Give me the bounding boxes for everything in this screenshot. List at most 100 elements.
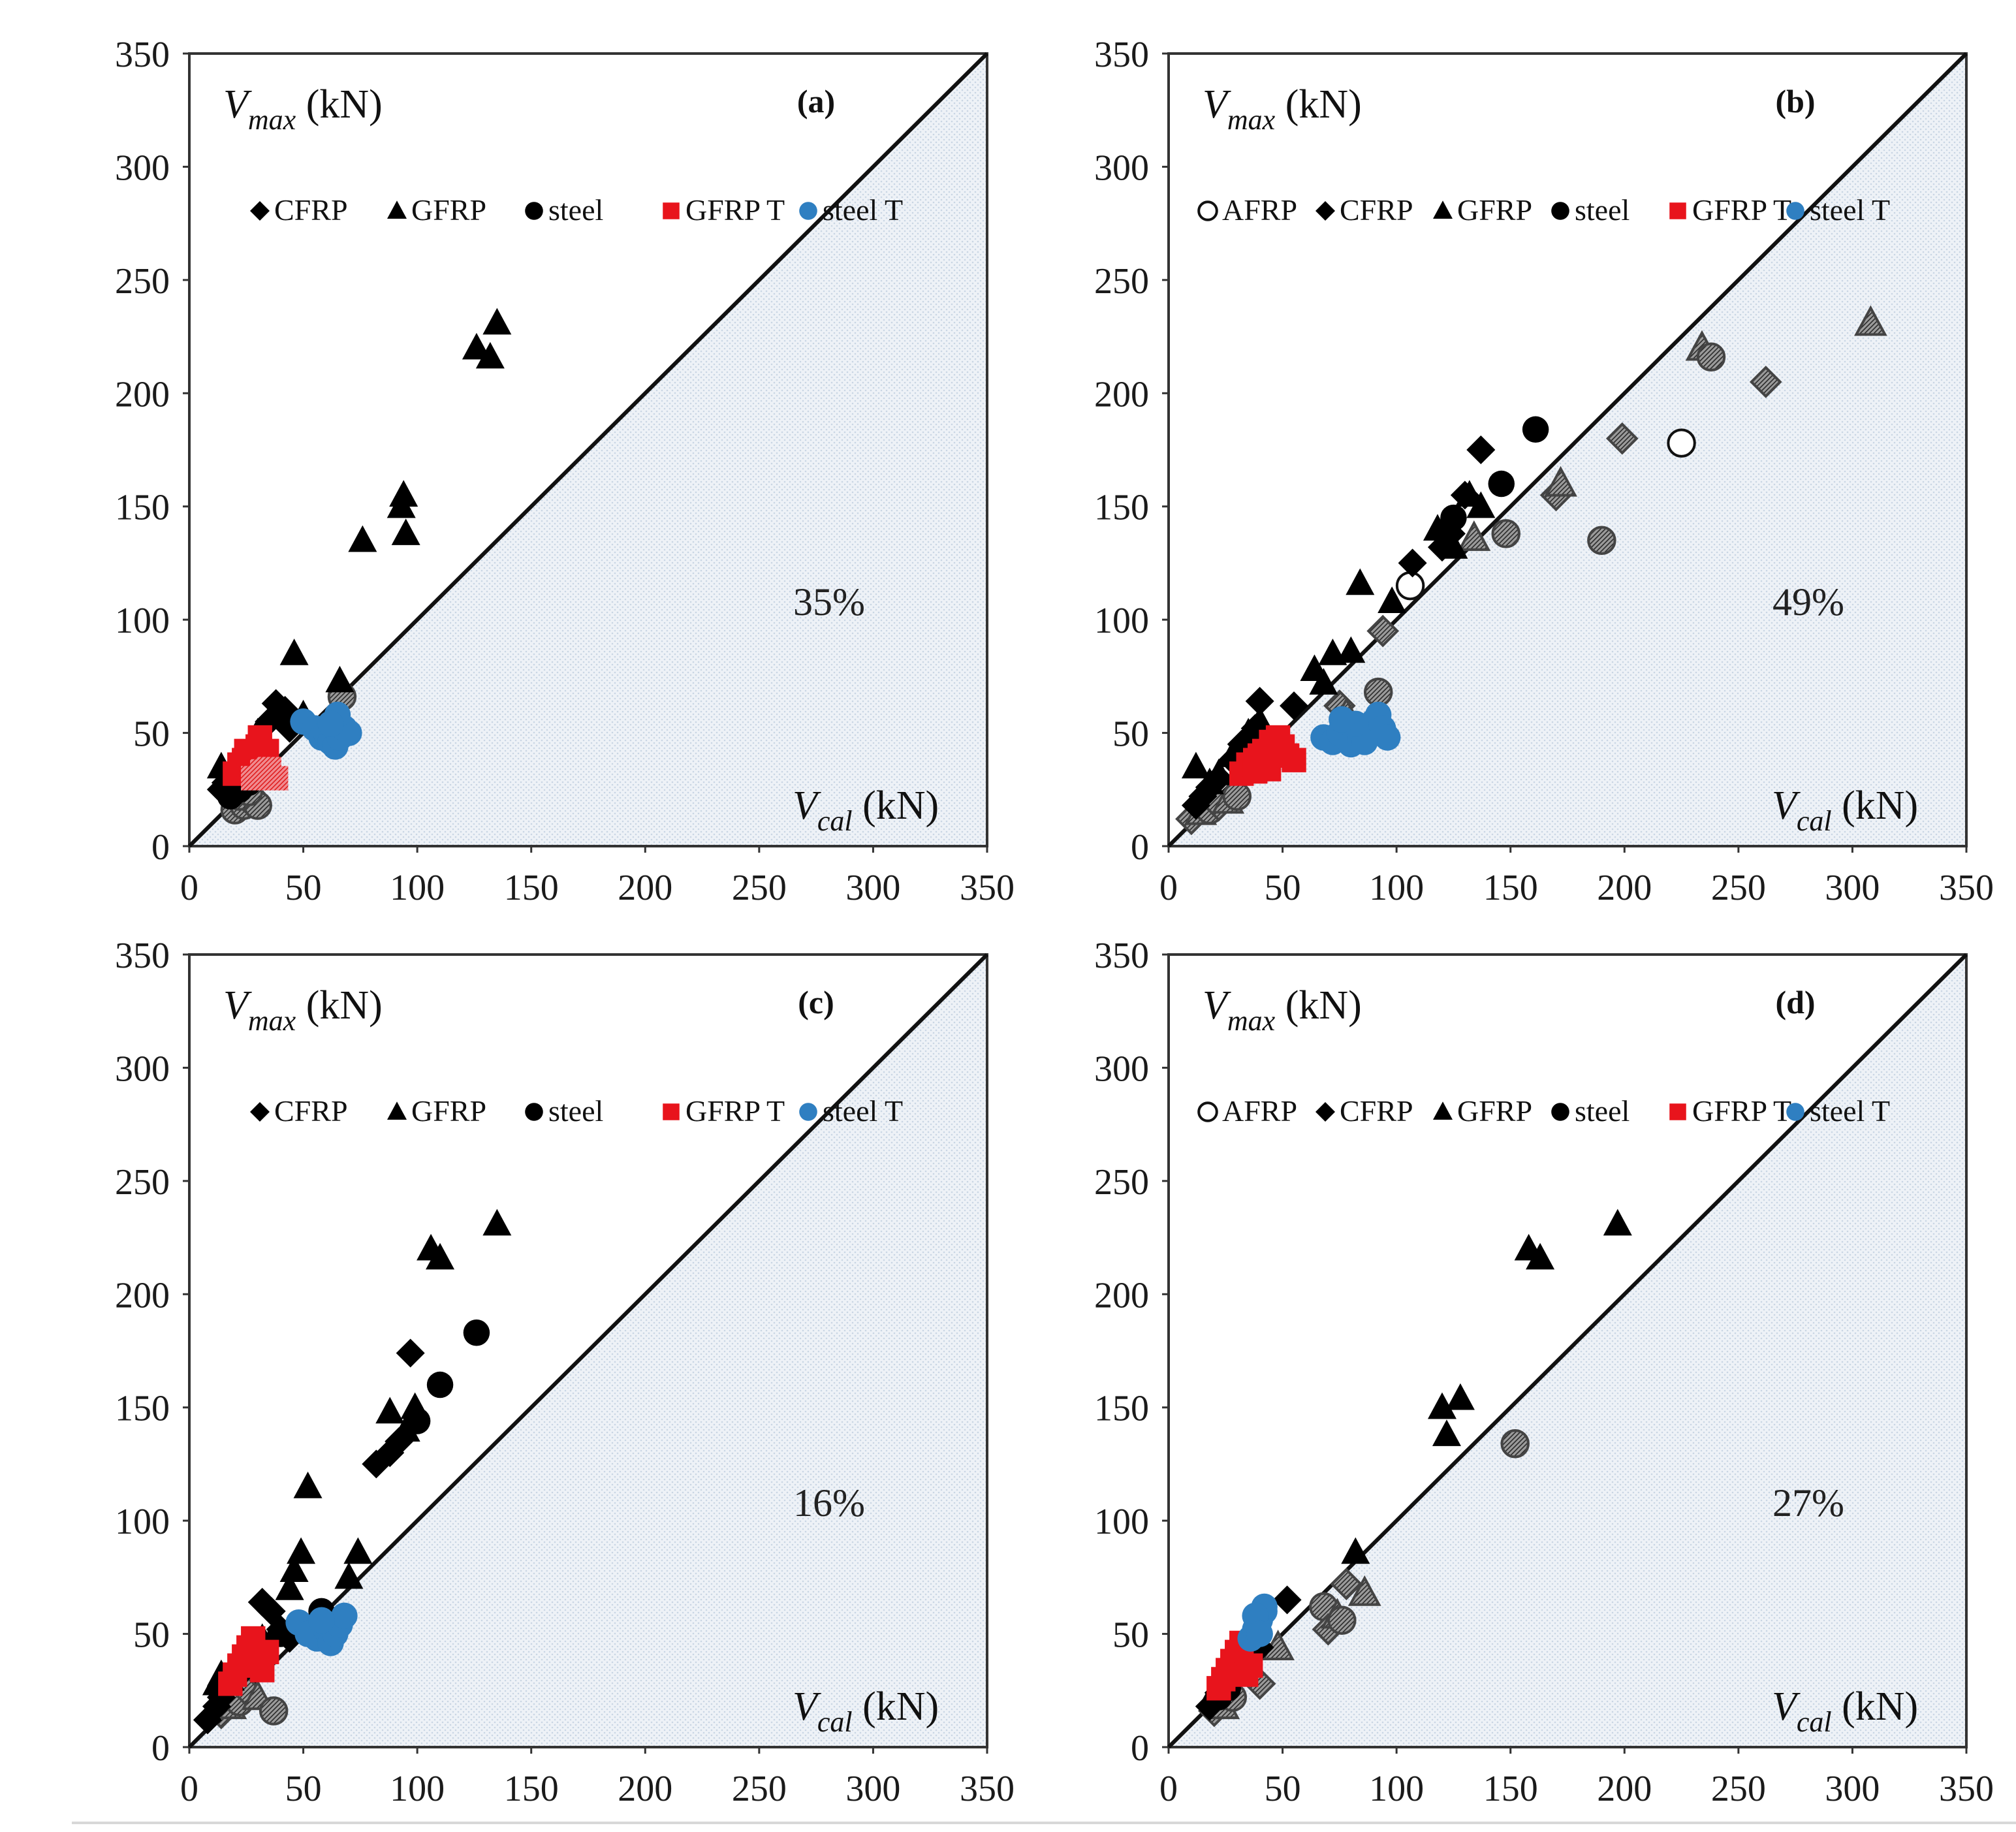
data-point — [475, 341, 505, 369]
x-axis-label: Vcal (kN) — [793, 783, 939, 837]
x-tick-label: 350 — [960, 1769, 1015, 1809]
data-point — [259, 1696, 289, 1726]
y-tick-label: 50 — [1112, 714, 1149, 755]
x-tick-label: 250 — [732, 1769, 787, 1809]
y-tick-label: 200 — [115, 1275, 170, 1316]
y-tick-label: 50 — [1112, 1615, 1149, 1656]
legend-marker — [250, 201, 270, 221]
data-point — [331, 1602, 358, 1630]
chart-panel-d: 00 50 50 100 100 150 150 200 200 250 250 300 300 350 3… — [1094, 936, 1994, 1809]
data-point — [1327, 1605, 1357, 1635]
x-tick-label: 50 — [285, 1769, 322, 1809]
x-tick-label: 200 — [1597, 1769, 1652, 1809]
data-point — [1280, 691, 1309, 720]
legend-marker — [1669, 202, 1686, 219]
y-tick-label: 250 — [115, 1162, 170, 1203]
data-point — [1242, 759, 1268, 784]
data-point — [1603, 1208, 1632, 1236]
chart-panel-b: 00 50 50 100 100 150 150 200 200 250 250 300 300 350 3… — [1094, 35, 1994, 908]
data-point — [1749, 366, 1782, 398]
x-tick-label: 150 — [504, 1769, 559, 1809]
data-point — [1346, 568, 1375, 595]
y-tick-label: 150 — [115, 1389, 170, 1429]
data-point — [325, 665, 354, 693]
legend-entry: GFRP T — [1692, 193, 1791, 227]
data-point — [1605, 422, 1639, 455]
legend-marker — [1197, 1101, 1218, 1122]
data-point — [403, 1408, 431, 1434]
x-tick-label: 0 — [1159, 868, 1178, 908]
x-axis-label: Vcal (kN) — [793, 1684, 939, 1738]
x-tick-label: 150 — [504, 868, 559, 908]
equality-line — [1167, 953, 1968, 1749]
legend-entry: CFRP — [274, 193, 348, 227]
data-point — [1330, 1568, 1363, 1601]
x-tick-label: 250 — [732, 868, 787, 908]
x-tick-label: 0 — [180, 868, 198, 908]
data-point — [391, 518, 420, 545]
y-tick-label: 350 — [115, 35, 170, 75]
y-tick-label: 150 — [1094, 1389, 1149, 1429]
y-tick-label: 50 — [133, 1615, 170, 1656]
data-point — [1309, 668, 1338, 695]
data-point — [391, 1415, 420, 1442]
data-point — [1522, 416, 1549, 443]
legend-marker — [387, 1101, 407, 1120]
x-tick-label: 350 — [1939, 868, 1994, 908]
legend-entry: GFRP — [411, 1094, 486, 1128]
data-point — [1374, 724, 1401, 751]
data-point — [293, 1472, 323, 1498]
data-point — [396, 1338, 425, 1368]
x-tick-label: 150 — [1483, 1769, 1538, 1809]
legend-entry: GFRP — [1457, 1094, 1532, 1128]
percentage-label: 27% — [1772, 1481, 1844, 1524]
data-point — [1457, 520, 1491, 551]
data-point — [343, 1537, 373, 1564]
y-tick-label: 300 — [115, 148, 170, 188]
y-tick-label: 100 — [1094, 601, 1149, 641]
legend-marker — [663, 202, 680, 219]
plot-frame — [188, 953, 988, 1748]
x-tick-label: 350 — [1939, 1769, 1994, 1809]
data-point — [1336, 636, 1366, 663]
data-point — [287, 1537, 316, 1564]
data-point — [1488, 470, 1515, 497]
x-tick-label: 200 — [618, 868, 672, 908]
data-point — [1395, 571, 1425, 601]
legend-marker — [799, 1103, 817, 1121]
y-tick-label: 0 — [1131, 1728, 1149, 1769]
y-tick-label: 350 — [115, 936, 170, 976]
data-point — [1526, 1242, 1555, 1270]
legend-marker — [1433, 200, 1453, 219]
data-point — [308, 1607, 335, 1634]
data-point — [463, 1319, 490, 1346]
data-point — [1363, 677, 1393, 707]
legend-entry: steel T — [823, 193, 903, 227]
legend-entry: GFRP — [411, 193, 486, 227]
data-point — [1696, 342, 1726, 372]
data-point — [1854, 305, 1887, 336]
x-axis-label: Vcal (kN) — [1772, 1684, 1918, 1738]
data-point — [1238, 1653, 1263, 1678]
legend-marker — [250, 1102, 270, 1122]
data-point — [1491, 519, 1520, 548]
legend-marker — [1669, 1103, 1686, 1120]
legend-entry: GFRP T — [685, 1094, 785, 1128]
legend-marker — [1551, 1103, 1569, 1121]
x-tick-label: 50 — [1265, 868, 1301, 908]
data-point — [1366, 614, 1400, 648]
y-tick-label: 0 — [1131, 827, 1149, 868]
legend-marker — [663, 1103, 680, 1120]
y-tick-label: 200 — [1094, 1275, 1149, 1316]
y-tick-label: 350 — [1094, 35, 1149, 75]
data-point — [1272, 1585, 1302, 1615]
data-point — [389, 480, 418, 507]
y-tick-label: 100 — [115, 1502, 170, 1542]
data-point — [1245, 687, 1274, 716]
x-tick-label: 0 — [180, 1769, 198, 1809]
x-tick-label: 300 — [1825, 1769, 1880, 1809]
data-point — [255, 1639, 279, 1665]
y-tick-label: 50 — [133, 714, 170, 755]
data-point — [482, 1208, 512, 1236]
